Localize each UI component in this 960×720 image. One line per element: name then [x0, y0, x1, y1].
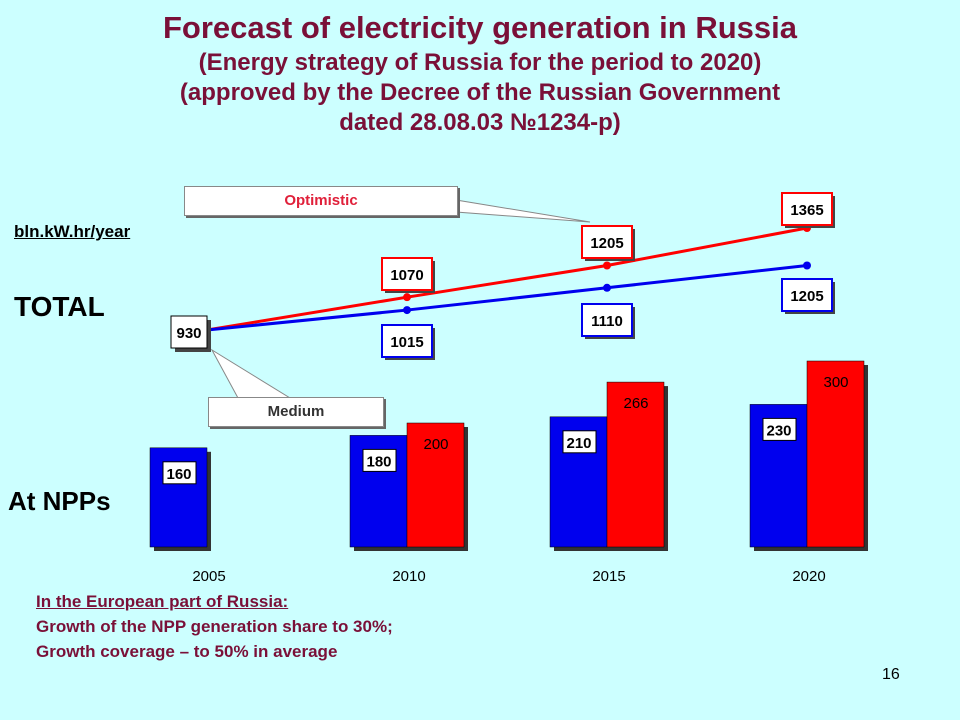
- optimistic-callout-pointer: [455, 199, 591, 223]
- year-tick-label: 2010: [392, 568, 425, 585]
- year-tick-label: 2020: [792, 568, 825, 585]
- npp-label: At NPPs: [8, 486, 111, 516]
- optimistic-npp-bar: [806, 360, 865, 548]
- medium-bar-value-label: 160: [166, 466, 191, 483]
- medium-bar-value-label: 230: [766, 422, 791, 439]
- optimistic-label-box: [781, 192, 833, 226]
- start-label-box: [170, 315, 208, 349]
- medium-total-value-label: 1015: [390, 334, 423, 351]
- chart-title: Forecast of electricity generation in Ru…: [0, 8, 960, 138]
- optimistic-label-box: [581, 225, 633, 259]
- medium-bar-label-box: [762, 417, 797, 441]
- medium-bar-label-box: [562, 430, 597, 454]
- medium-label-box: [381, 324, 433, 358]
- optimistic-total-value-label: 1070: [390, 267, 423, 284]
- optimistic-total-point: [603, 261, 611, 270]
- title-line-4: dated 28.08.03 №1234-p): [339, 109, 621, 136]
- year-tick-label: 2005: [192, 568, 225, 585]
- medium-total-value-label: 1205: [790, 288, 823, 305]
- optimistic-callout: Optimistic: [184, 186, 458, 216]
- title-line-3: (approved by the Decree of the Russian G…: [179, 79, 781, 106]
- medium-callout: Medium: [208, 397, 384, 427]
- title-line-1: Forecast of electricity generation in Ru…: [163, 10, 797, 45]
- page-number: 16: [882, 666, 900, 683]
- optimistic-label-box: [381, 257, 433, 291]
- medium-callout-pointer: [210, 348, 292, 399]
- european-part-note: In the European part of Russia: Growth o…: [36, 589, 496, 664]
- medium-bar-value-label: 210: [566, 435, 591, 452]
- note-heading: In the European part of Russia:: [36, 592, 289, 611]
- optimistic-total-point: [403, 293, 411, 302]
- unit-label: bln.kW.hr/year: [14, 222, 131, 241]
- total-label: TOTAL: [14, 291, 105, 322]
- medium-total-line: [206, 264, 808, 332]
- medium-total-value-label: 1110: [591, 313, 623, 330]
- note-line-2: Growth coverage – to 50% in average: [36, 642, 338, 661]
- medium-bar-label-box: [162, 461, 197, 485]
- year-tick-label: 2015: [592, 568, 625, 585]
- medium-bar-label-box: [362, 448, 397, 472]
- medium-total-point: [603, 283, 611, 292]
- optimistic-npp-bar: [406, 422, 465, 548]
- optimistic-npp-bar: [606, 381, 665, 548]
- medium-total-point: [803, 261, 811, 270]
- medium-label-box: [581, 303, 633, 337]
- optimistic-bar-value-label: 300: [823, 374, 848, 391]
- start-total-value-label: 930: [176, 325, 201, 342]
- medium-label-box: [781, 278, 833, 312]
- title-line-2: (Energy strategy of Russia for the perio…: [198, 49, 762, 76]
- medium-bar-value-label: 180: [366, 453, 391, 470]
- note-line-1: Growth of the NPP generation share to 30…: [36, 617, 393, 636]
- optimistic-total-value-label: 1365: [790, 202, 823, 219]
- medium-total-point: [403, 306, 411, 315]
- optimistic-total-value-label: 1205: [590, 235, 623, 252]
- optimistic-bar-value-label: 266: [623, 395, 648, 412]
- optimistic-total-line: [206, 226, 808, 332]
- optimistic-bar-value-label: 200: [423, 436, 448, 453]
